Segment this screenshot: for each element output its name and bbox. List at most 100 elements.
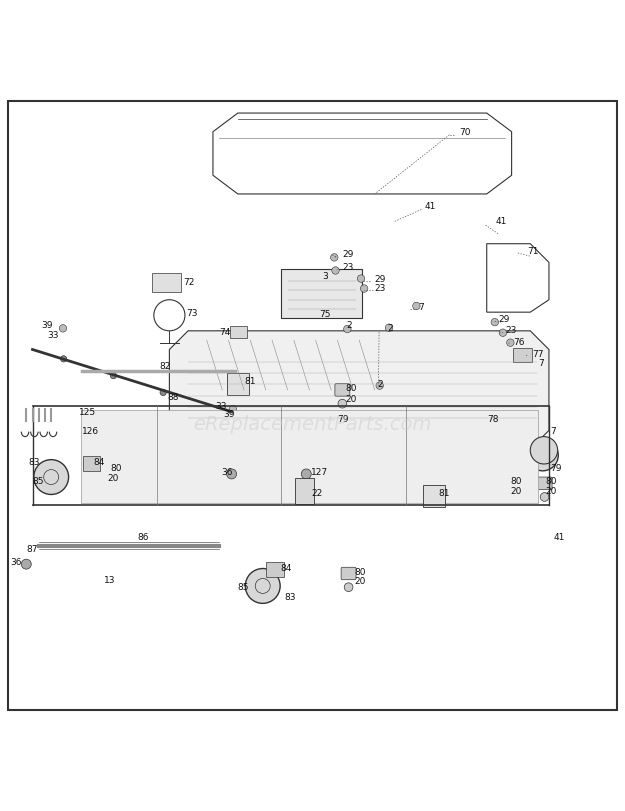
Text: 7: 7 <box>418 303 424 311</box>
Circle shape <box>160 389 166 396</box>
Text: 83: 83 <box>29 458 40 467</box>
FancyBboxPatch shape <box>83 456 101 471</box>
Text: 81: 81 <box>244 377 256 386</box>
Text: 29: 29 <box>342 251 354 260</box>
Text: 2: 2 <box>387 324 392 333</box>
Circle shape <box>59 324 67 332</box>
Circle shape <box>229 406 237 413</box>
Text: 71: 71 <box>527 247 539 255</box>
Text: 85: 85 <box>32 477 44 486</box>
Text: 80: 80 <box>511 477 522 486</box>
Circle shape <box>412 303 420 310</box>
Text: 13: 13 <box>104 577 116 586</box>
Circle shape <box>385 324 392 332</box>
Text: 36: 36 <box>10 558 21 567</box>
Text: 7: 7 <box>538 359 544 368</box>
Text: 84: 84 <box>94 458 105 467</box>
FancyBboxPatch shape <box>100 463 114 476</box>
Text: 76: 76 <box>514 337 525 346</box>
Text: 83: 83 <box>284 593 296 602</box>
FancyBboxPatch shape <box>295 478 314 504</box>
Text: 80: 80 <box>546 477 558 486</box>
Text: 79: 79 <box>338 414 349 423</box>
Text: 39: 39 <box>41 321 53 330</box>
Text: 2: 2 <box>378 380 384 388</box>
Circle shape <box>344 583 353 591</box>
Circle shape <box>34 460 69 495</box>
FancyBboxPatch shape <box>81 410 538 503</box>
Circle shape <box>331 254 338 261</box>
Circle shape <box>499 329 507 337</box>
Text: 20: 20 <box>346 395 357 404</box>
Circle shape <box>344 325 351 333</box>
Circle shape <box>507 339 514 346</box>
Text: 29: 29 <box>498 315 509 324</box>
Text: 127: 127 <box>311 468 328 477</box>
FancyBboxPatch shape <box>227 372 249 395</box>
Text: 23: 23 <box>375 284 386 293</box>
Circle shape <box>238 380 244 387</box>
Text: 33: 33 <box>47 332 59 341</box>
Circle shape <box>110 372 116 379</box>
Text: 87: 87 <box>26 545 38 555</box>
Text: 74: 74 <box>219 328 231 337</box>
Circle shape <box>301 469 311 479</box>
Circle shape <box>227 469 237 479</box>
Circle shape <box>357 275 365 282</box>
Text: 82: 82 <box>159 363 171 371</box>
Text: 85: 85 <box>238 582 249 592</box>
Text: 75: 75 <box>319 310 330 319</box>
Circle shape <box>376 382 383 389</box>
Text: 29: 29 <box>375 275 386 285</box>
Circle shape <box>500 492 509 501</box>
Text: 125: 125 <box>79 409 96 418</box>
Text: 39: 39 <box>223 410 235 418</box>
FancyBboxPatch shape <box>231 326 246 338</box>
Circle shape <box>21 560 31 569</box>
Text: 20: 20 <box>355 577 366 586</box>
FancyBboxPatch shape <box>266 562 284 577</box>
FancyBboxPatch shape <box>152 273 181 292</box>
Text: 36: 36 <box>221 468 233 477</box>
Circle shape <box>102 479 111 487</box>
FancyBboxPatch shape <box>335 384 350 396</box>
FancyBboxPatch shape <box>281 268 362 319</box>
Text: 41: 41 <box>554 533 565 542</box>
Text: 23: 23 <box>506 326 517 335</box>
Text: 84: 84 <box>280 564 291 573</box>
Text: 2: 2 <box>346 321 352 330</box>
Text: 41: 41 <box>496 217 508 225</box>
Text: 33: 33 <box>216 402 227 411</box>
FancyBboxPatch shape <box>497 477 512 490</box>
Text: eReplacementParts.com: eReplacementParts.com <box>193 414 432 434</box>
Polygon shape <box>169 331 549 449</box>
Text: 80: 80 <box>355 568 366 577</box>
Text: 41: 41 <box>424 202 436 211</box>
Text: 72: 72 <box>183 278 194 287</box>
Text: 22: 22 <box>311 489 322 498</box>
Text: 3: 3 <box>322 272 328 281</box>
Text: 20: 20 <box>546 487 558 496</box>
Text: 126: 126 <box>82 427 99 436</box>
Circle shape <box>245 569 280 603</box>
Text: 73: 73 <box>186 309 198 318</box>
Text: 88: 88 <box>168 393 179 402</box>
Text: 77: 77 <box>532 350 544 359</box>
Circle shape <box>361 285 368 292</box>
Circle shape <box>332 267 339 274</box>
Circle shape <box>530 436 558 464</box>
FancyBboxPatch shape <box>537 477 552 490</box>
Text: 20: 20 <box>511 487 522 496</box>
FancyBboxPatch shape <box>514 348 531 362</box>
FancyBboxPatch shape <box>341 567 356 580</box>
Text: 80: 80 <box>110 465 122 474</box>
Text: 23: 23 <box>342 263 354 272</box>
Circle shape <box>527 440 558 471</box>
Text: 7: 7 <box>550 427 556 436</box>
Text: 70: 70 <box>459 128 470 138</box>
Text: 20: 20 <box>107 474 119 483</box>
Text: 79: 79 <box>550 465 562 474</box>
Circle shape <box>243 412 251 420</box>
Circle shape <box>338 399 347 408</box>
Text: 81: 81 <box>438 489 450 498</box>
